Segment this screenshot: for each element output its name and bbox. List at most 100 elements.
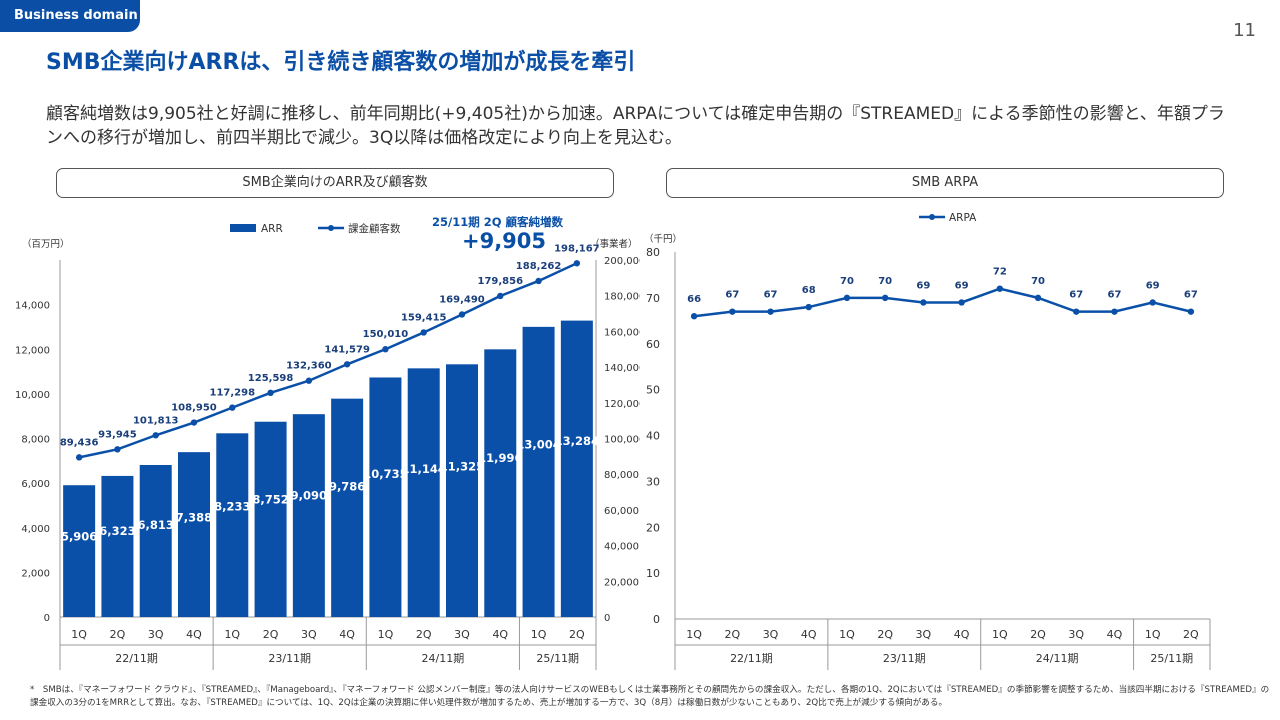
arr-bar: [63, 485, 96, 617]
page-number: 11: [1233, 20, 1256, 41]
customers-point: [573, 260, 581, 267]
arpa-line: [693, 287, 1192, 318]
category-label: 1Q: [1145, 628, 1161, 641]
y-tick-label: 80: [646, 246, 660, 259]
group-label: 24/11期: [422, 652, 465, 665]
category-label: 3Q: [763, 628, 779, 641]
left-tick-label: 4,000: [21, 524, 50, 535]
arr-bar-label: 11,996: [478, 451, 522, 465]
right-panel-title: SMB ARPA: [666, 168, 1224, 198]
customers-point: [152, 432, 159, 439]
arpa-point: [996, 285, 1004, 292]
arr-bar-label: 5,906: [61, 530, 97, 544]
arr-bar-label: 7,388: [176, 510, 212, 524]
legend-arr-label: ARR: [261, 223, 283, 235]
category-label: 2Q: [263, 628, 279, 641]
category-label: 1Q: [992, 628, 1008, 641]
page-subtitle: 顧客純増数は9,905社と好調に推移し、前年同期比(+9,405社)から加速。A…: [46, 104, 1225, 148]
arpa-point: [920, 299, 927, 306]
y-tick-label: 30: [646, 475, 660, 488]
arr-bar-label: 8,752: [252, 493, 288, 507]
arpa-label: 68: [802, 285, 816, 296]
arpa-point: [1149, 299, 1156, 306]
category-label: 2Q: [877, 628, 893, 641]
right-tick-label: 40,000: [604, 542, 639, 553]
category-label: 4Q: [801, 628, 817, 641]
customers-point: [190, 419, 198, 426]
right-tick-label: 120,000: [604, 399, 640, 410]
right-tick-label: 160,000: [604, 327, 640, 338]
group-label: 23/11期: [883, 652, 926, 665]
left-axis-unit: （百万円）: [22, 238, 70, 250]
category-label: 4Q: [186, 628, 202, 641]
arr-bar-label: 11,144: [402, 462, 446, 476]
category-label: 3Q: [916, 628, 932, 641]
arr-customers-chart: 0 2,000 4,000 6,000 8,000 10,000 12,000 14,000 0…: [15, 222, 640, 670]
arr-bar-label: 10,735: [363, 467, 407, 481]
customers-label: 150,010: [363, 329, 409, 340]
arpa-point: [1187, 308, 1195, 315]
category-label: 3Q: [148, 628, 164, 641]
customers-point: [305, 377, 313, 384]
right-axis-unit: （事業者）: [590, 238, 638, 250]
category-label: 3Q: [301, 628, 317, 641]
customers-point: [75, 454, 83, 461]
arr-bar-label: 8,233: [214, 499, 250, 513]
customers-label: 108,950: [171, 403, 217, 414]
right-tick-label: 60,000: [604, 506, 639, 517]
customers-label: 117,298: [210, 388, 256, 399]
arpa-point: [1034, 294, 1042, 302]
customers-label: 125,598: [248, 373, 294, 384]
category-label: 4Q: [954, 628, 970, 641]
left-tick-label: 12,000: [15, 345, 50, 356]
y-tick-label: 40: [646, 430, 660, 443]
left-tick-label: 14,000: [15, 301, 50, 312]
arpa-point: [1073, 308, 1080, 315]
page-title: SMB企業向けARRは、引き続き顧客数の増加が成長を牽引: [46, 50, 636, 75]
arr-bar: [331, 398, 364, 617]
left-tick-label: 2,000: [21, 568, 50, 579]
customers-point: [267, 389, 274, 397]
left-panel-title: SMB企業向けのARR及び顧客数: [56, 168, 614, 198]
business-domain-badge: Business domain: [0, 0, 140, 32]
group-label: 25/11期: [1150, 652, 1193, 665]
legend-arr-swatch: [230, 224, 256, 232]
category-label: 1Q: [839, 628, 855, 641]
category-label: 2Q: [416, 628, 432, 641]
right-tick-label: 80,000: [604, 470, 639, 481]
legend-arpa-marker: [929, 214, 935, 220]
right-tick-label: 140,000: [604, 363, 640, 374]
arr-bar-label: 9,786: [329, 479, 365, 493]
category-label: 1Q: [686, 628, 702, 641]
category-label: 1Q: [531, 628, 547, 641]
category-label: 2Q: [110, 628, 126, 641]
arpa-label: 69: [916, 280, 930, 291]
y-tick-label: 70: [646, 292, 660, 305]
y-axis-unit: （千円）: [644, 233, 682, 245]
y-tick-label: 50: [646, 384, 660, 397]
legend-customers-label: 課金顧客数: [348, 222, 401, 235]
highlight-value: +9,905: [462, 229, 547, 253]
category-label: 1Q: [378, 628, 394, 641]
right-tick-label: 100,000: [604, 435, 640, 446]
arpa-point: [881, 294, 889, 302]
arpa-point: [729, 308, 736, 315]
category-label: 3Q: [454, 628, 470, 641]
customers-point: [458, 311, 466, 318]
customers-label: 101,813: [133, 415, 179, 426]
customers-label: 198,167: [554, 243, 600, 254]
arpa-label: 66: [687, 294, 701, 305]
group-label: 24/11期: [1036, 652, 1079, 665]
category-label: 1Q: [224, 628, 240, 641]
arpa-label: 72: [993, 267, 1007, 278]
group-label: 23/11期: [268, 652, 311, 665]
arr-bar-label: 11,325: [440, 459, 484, 473]
right-tick-label: 200,000: [604, 256, 640, 267]
group-label: 22/11期: [115, 652, 158, 665]
group-label: 25/11期: [536, 652, 579, 665]
arr-bar: [407, 368, 440, 617]
customers-label: 169,490: [439, 294, 485, 305]
arpa-label: 70: [878, 276, 892, 287]
arr-bar: [369, 377, 402, 617]
arpa-label: 70: [840, 276, 854, 287]
